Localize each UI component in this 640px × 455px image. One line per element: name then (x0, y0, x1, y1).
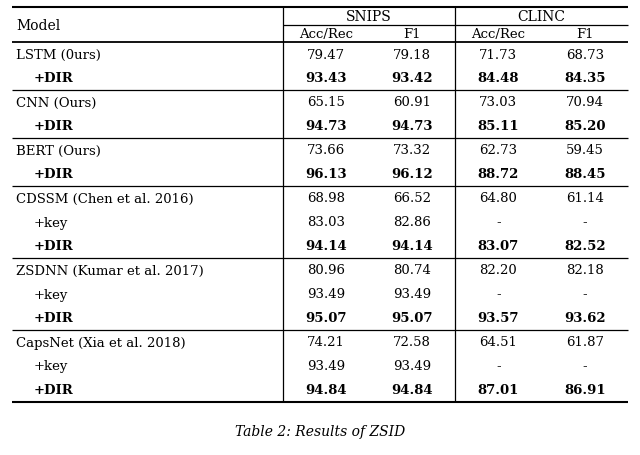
Text: F1: F1 (403, 28, 420, 41)
Text: 94.14: 94.14 (305, 240, 347, 253)
Text: 72.58: 72.58 (393, 336, 431, 349)
Text: 86.91: 86.91 (564, 384, 605, 397)
Text: 68.73: 68.73 (566, 48, 604, 61)
Text: 61.87: 61.87 (566, 336, 604, 349)
Text: 64.51: 64.51 (479, 336, 517, 349)
Text: 93.49: 93.49 (307, 288, 345, 301)
Text: 87.01: 87.01 (477, 384, 519, 397)
Text: 93.43: 93.43 (305, 72, 347, 86)
Text: -: - (496, 216, 500, 229)
Text: Acc/Rec: Acc/Rec (299, 28, 353, 41)
Text: F1: F1 (576, 28, 593, 41)
Text: CLINC: CLINC (518, 10, 566, 24)
Text: 64.80: 64.80 (479, 192, 517, 205)
Text: 82.52: 82.52 (564, 240, 605, 253)
Text: 82.18: 82.18 (566, 264, 604, 277)
Text: -: - (582, 360, 587, 373)
Text: CapsNet (Xia et al. 2018): CapsNet (Xia et al. 2018) (16, 336, 186, 349)
Text: 73.03: 73.03 (479, 96, 517, 109)
Text: +key: +key (34, 360, 68, 373)
Text: -: - (496, 360, 500, 373)
Text: -: - (582, 216, 587, 229)
Text: 83.07: 83.07 (477, 240, 519, 253)
Text: 73.32: 73.32 (393, 144, 431, 157)
Text: ZSDNN (Kumar et al. 2017): ZSDNN (Kumar et al. 2017) (16, 264, 204, 277)
Text: -: - (496, 288, 500, 301)
Text: 93.49: 93.49 (393, 360, 431, 373)
Text: 62.73: 62.73 (479, 144, 517, 157)
Text: +DIR: +DIR (34, 312, 74, 325)
Text: 68.98: 68.98 (307, 192, 345, 205)
Text: 84.35: 84.35 (564, 72, 605, 86)
Text: +DIR: +DIR (34, 120, 74, 133)
Text: 96.12: 96.12 (391, 168, 433, 181)
Text: 60.91: 60.91 (393, 96, 431, 109)
Text: 59.45: 59.45 (566, 144, 604, 157)
Text: Table 2: Results of ZSID: Table 2: Results of ZSID (235, 424, 405, 438)
Text: +key: +key (34, 216, 68, 229)
Text: 96.13: 96.13 (305, 168, 347, 181)
Text: +key: +key (34, 288, 68, 301)
Text: 71.73: 71.73 (479, 48, 517, 61)
Text: 93.49: 93.49 (307, 360, 345, 373)
Text: 88.45: 88.45 (564, 168, 605, 181)
Text: SNIPS: SNIPS (346, 10, 392, 24)
Text: BERT (Ours): BERT (Ours) (16, 144, 101, 157)
Text: Acc/Rec: Acc/Rec (471, 28, 525, 41)
Text: 82.86: 82.86 (393, 216, 431, 229)
Text: 94.73: 94.73 (305, 120, 347, 133)
Text: 93.42: 93.42 (391, 72, 433, 86)
Text: 95.07: 95.07 (305, 312, 347, 325)
Text: CDSSM (Chen et al. 2016): CDSSM (Chen et al. 2016) (16, 192, 194, 205)
Text: 85.20: 85.20 (564, 120, 605, 133)
Text: 93.62: 93.62 (564, 312, 605, 325)
Text: 94.73: 94.73 (391, 120, 433, 133)
Text: 80.96: 80.96 (307, 264, 345, 277)
Text: +DIR: +DIR (34, 72, 74, 86)
Text: +DIR: +DIR (34, 384, 74, 397)
Text: 95.07: 95.07 (391, 312, 433, 325)
Text: 79.47: 79.47 (307, 48, 345, 61)
Text: +DIR: +DIR (34, 168, 74, 181)
Text: 88.72: 88.72 (477, 168, 519, 181)
Text: 85.11: 85.11 (477, 120, 519, 133)
Text: CNN (Ours): CNN (Ours) (16, 96, 97, 109)
Text: 73.66: 73.66 (307, 144, 345, 157)
Text: 65.15: 65.15 (307, 96, 345, 109)
Text: 79.18: 79.18 (393, 48, 431, 61)
Text: 93.57: 93.57 (477, 312, 519, 325)
Text: 94.14: 94.14 (391, 240, 433, 253)
Text: 80.74: 80.74 (393, 264, 431, 277)
Text: +DIR: +DIR (34, 240, 74, 253)
Text: 94.84: 94.84 (305, 384, 347, 397)
Text: 66.52: 66.52 (393, 192, 431, 205)
Text: Model: Model (16, 19, 60, 32)
Text: -: - (582, 288, 587, 301)
Text: LSTM (0urs): LSTM (0urs) (16, 48, 101, 61)
Text: 83.03: 83.03 (307, 216, 345, 229)
Text: 82.20: 82.20 (479, 264, 517, 277)
Text: 93.49: 93.49 (393, 288, 431, 301)
Text: 94.84: 94.84 (391, 384, 433, 397)
Text: 61.14: 61.14 (566, 192, 604, 205)
Text: 70.94: 70.94 (566, 96, 604, 109)
Text: 84.48: 84.48 (477, 72, 519, 86)
Text: 74.21: 74.21 (307, 336, 345, 349)
